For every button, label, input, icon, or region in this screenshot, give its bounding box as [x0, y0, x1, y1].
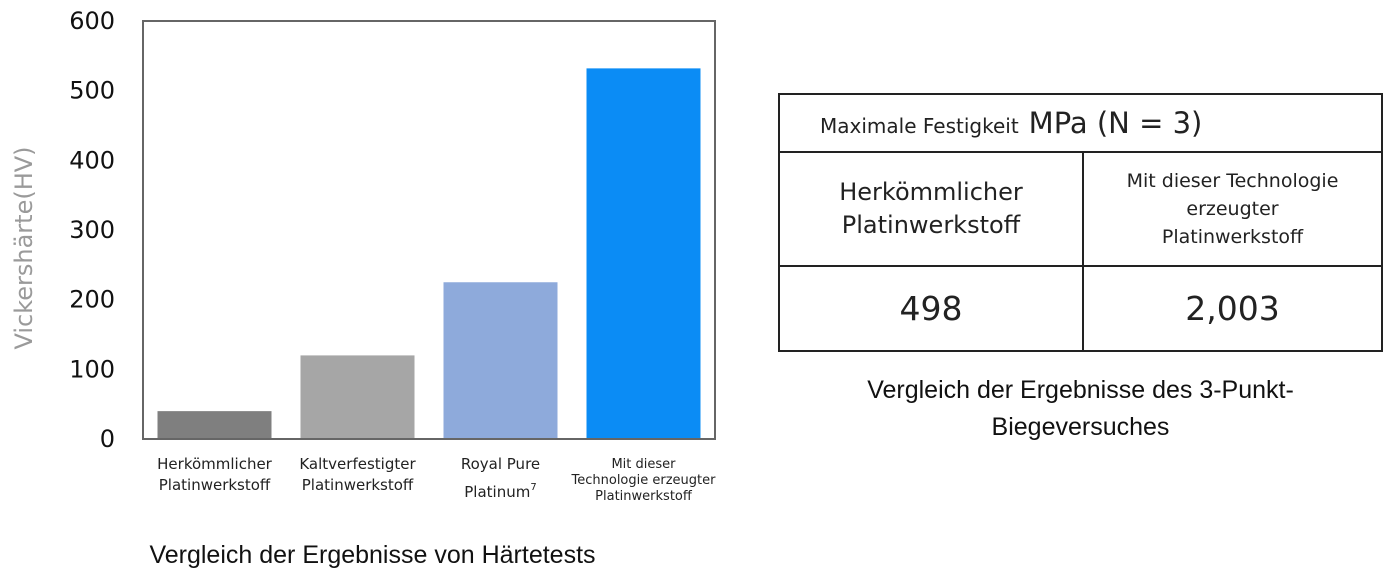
value-new-technology: 2,003	[1082, 265, 1383, 352]
column-header-line: Platinwerkstoff	[841, 211, 1021, 239]
category-label: Technologie erzeugter	[571, 473, 717, 488]
y-tick-label: 500	[69, 77, 115, 105]
column-header-line: erzeugter	[1186, 198, 1279, 220]
bar-4	[586, 68, 701, 439]
column-header-line: Platinwerkstoff	[1161, 226, 1304, 248]
table-header-label: Maximale Festigkeit	[820, 114, 1019, 138]
table-header-cell: Maximale Festigkeit MPa (N = 3)	[778, 93, 1383, 153]
category-label: Royal Pure	[461, 455, 540, 473]
table-caption: Vergleich der Ergebnisse des 3-Punkt- Bi…	[778, 372, 1383, 446]
y-tick-label: 0	[100, 425, 115, 453]
y-tick-label: 600	[69, 7, 115, 35]
column-header-conventional: Herkömmlicher Platinwerkstoff	[778, 151, 1084, 267]
category-label: Platinwerkstoff	[302, 476, 414, 494]
category-label: Platinwerkstoff	[159, 476, 271, 494]
hardness-bar-chart: 0 100 200 300 400 500 600 Herkömmlicher Platinw…	[10, 7, 716, 504]
y-tick-label: 300	[69, 216, 115, 244]
column-header-new-technology: Mit dieser Technologie erzeugter Platinw…	[1082, 151, 1383, 267]
y-tick-label: 400	[69, 146, 115, 174]
bar-2	[300, 355, 415, 439]
y-tick-label: 200	[69, 286, 115, 314]
category-label: Platinwerkstoff	[595, 489, 693, 504]
bending-strength-table: Maximale Festigkeit MPa (N = 3) Herkömmli…	[778, 93, 1383, 352]
plot-frame	[142, 20, 716, 440]
category-label: Herkömmlicher	[157, 455, 273, 473]
category-superscript: 7	[530, 482, 536, 493]
y-axis-ticks: 0 100 200 300 400 500 600	[69, 7, 115, 453]
category-label: Platinum7	[464, 482, 536, 501]
column-header-line: Herkömmlicher	[839, 178, 1023, 206]
chart-caption: Vergleich der Ergebnisse von Härtetests	[149, 541, 596, 569]
category-label: Mit dieser	[611, 457, 676, 472]
bar-1	[157, 411, 272, 439]
table-caption-line: Biegeversuches	[991, 413, 1170, 441]
bar-3	[443, 282, 558, 439]
table-caption-line: Vergleich der Ergebnisse des 3-Punkt-	[867, 376, 1294, 404]
y-tick-label: 100	[69, 355, 115, 383]
value-conventional: 498	[778, 265, 1084, 352]
category-labels: Herkömmlicher Platinwerkstoff Kaltverfesti…	[157, 455, 716, 504]
column-header-line: Mit dieser Technologie	[1126, 170, 1339, 192]
y-axis-title: Vickershärte(HV)	[10, 146, 38, 349]
category-label: Kaltverfestigter	[299, 455, 416, 473]
bars	[157, 68, 701, 439]
table-header-unit: MPa (N = 3)	[1028, 106, 1203, 140]
